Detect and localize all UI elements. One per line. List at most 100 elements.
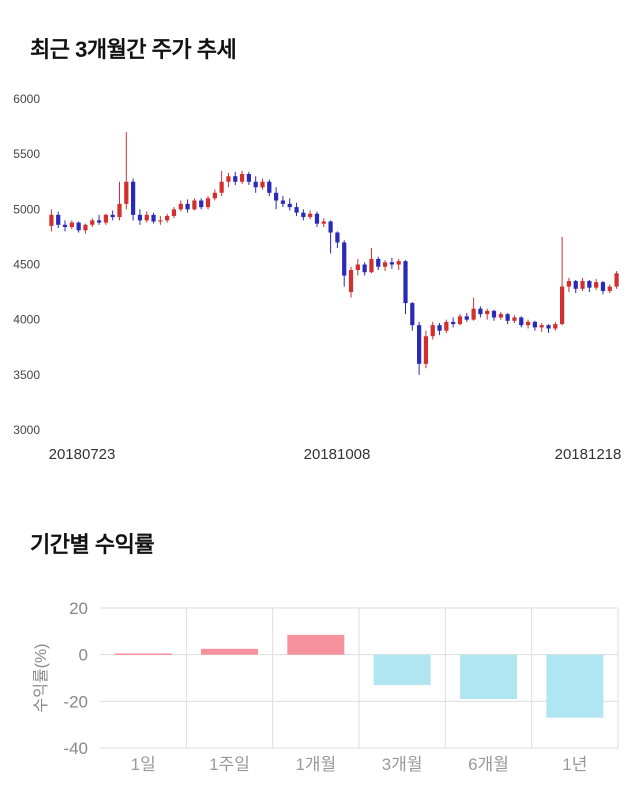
candle-body [124,181,129,204]
returns-ytick-label: -40 [63,739,88,758]
candle-body [362,264,367,273]
candle-body [90,220,95,225]
candle-body [294,207,299,213]
candle-body [532,321,537,328]
candle-body [369,258,374,273]
price-ytick-label: 6000 [13,92,40,106]
return-bar [460,654,517,699]
candle-body [485,310,490,315]
candle-body [396,261,401,265]
candle-body [246,174,251,182]
returns-ytick-label: 20 [69,599,88,618]
candle-body [457,316,463,325]
candle-body [131,181,136,215]
candle-body [491,310,497,318]
return-bar [373,654,431,685]
candle-body [103,214,108,223]
candle-body [69,222,74,227]
candle-body [519,317,524,326]
candle-body [96,220,102,223]
candle-body [417,325,422,364]
candle-body [314,213,320,224]
candle-body [171,209,177,216]
candle-body [437,325,442,331]
candle-body [144,214,149,221]
candle-body [83,224,88,231]
candle-body [594,282,599,288]
candle-body [478,308,483,315]
candle-body [151,214,156,222]
candle-body [62,224,68,227]
candle-body [444,321,449,331]
candle-body [185,203,190,210]
candle-body [546,325,551,329]
candle-body [539,325,544,328]
candle-body [376,258,381,267]
candle-body [205,198,211,208]
candle-body [274,192,279,201]
return-bar [546,654,604,718]
candle-body [239,174,245,182]
price-xtick-start: 20180723 [48,446,116,463]
returns-ytick-label: 0 [79,646,88,665]
returns-category-label: 1주일 [209,755,250,774]
candle-body [260,181,265,188]
returns-category-label: 6개월 [468,755,509,774]
price-ytick-label: 4500 [13,258,40,272]
returns-bar-chart: 20 0 -20 -40 1일 1주일 1개월 3개월 6개월 1년 수익률(%) [32,599,619,774]
price-ytick-label: 3000 [13,423,40,435]
candle-body [280,200,286,204]
return-bar [114,653,172,655]
candle-body [267,181,272,193]
candle-body [110,214,115,218]
candle-body [410,303,415,326]
candle-body [573,281,578,289]
candle-body [321,221,326,224]
candle-body [199,200,204,208]
candle-body [328,221,333,233]
candle-body [505,314,510,321]
candle-body [403,261,408,304]
returns-ytick-label: -20 [63,692,88,711]
candle-body [165,215,170,221]
returns-ylabel: 수익률(%) [32,643,50,712]
candle-body [512,317,517,321]
candle-body [498,314,503,318]
candle-body [348,270,354,293]
price-xtick-mid: 20181008 [303,446,371,463]
candle-body [580,281,585,289]
candle-body [423,336,429,364]
candle-body [600,282,606,291]
candle-body [607,286,612,291]
candle-body [614,273,619,287]
candle-body [226,176,231,182]
candle-body [178,203,183,210]
candle-body [382,262,388,267]
returns-category-label: 1일 [131,755,156,774]
returns-chart-title: 기간별 수익률 [30,532,155,557]
candle-body [335,232,340,243]
price-ytick-label: 4000 [13,313,40,327]
return-bar [201,648,258,655]
candle-body [525,321,531,326]
candle-body [301,212,306,218]
candle-body [587,281,592,288]
returns-category-label: 1개월 [295,755,336,774]
candle-body [287,203,292,208]
candle-body [49,214,54,226]
returns-category-label: 3개월 [382,755,423,774]
candle-body [308,213,313,218]
candle-body [471,308,476,320]
candle-body [158,220,163,222]
price-ytick-label: 5500 [13,147,40,161]
candle-body [137,214,143,221]
candle-body [451,321,456,325]
candle-body [192,200,197,210]
returns-category-label: 1년 [562,755,587,774]
candle-body [219,181,224,193]
price-candlestick-chart: 6000 5500 5000 4500 4000 3500 3000 [13,92,619,435]
candle-body [566,281,572,287]
candle-body [342,242,347,276]
candle-body [430,325,435,337]
